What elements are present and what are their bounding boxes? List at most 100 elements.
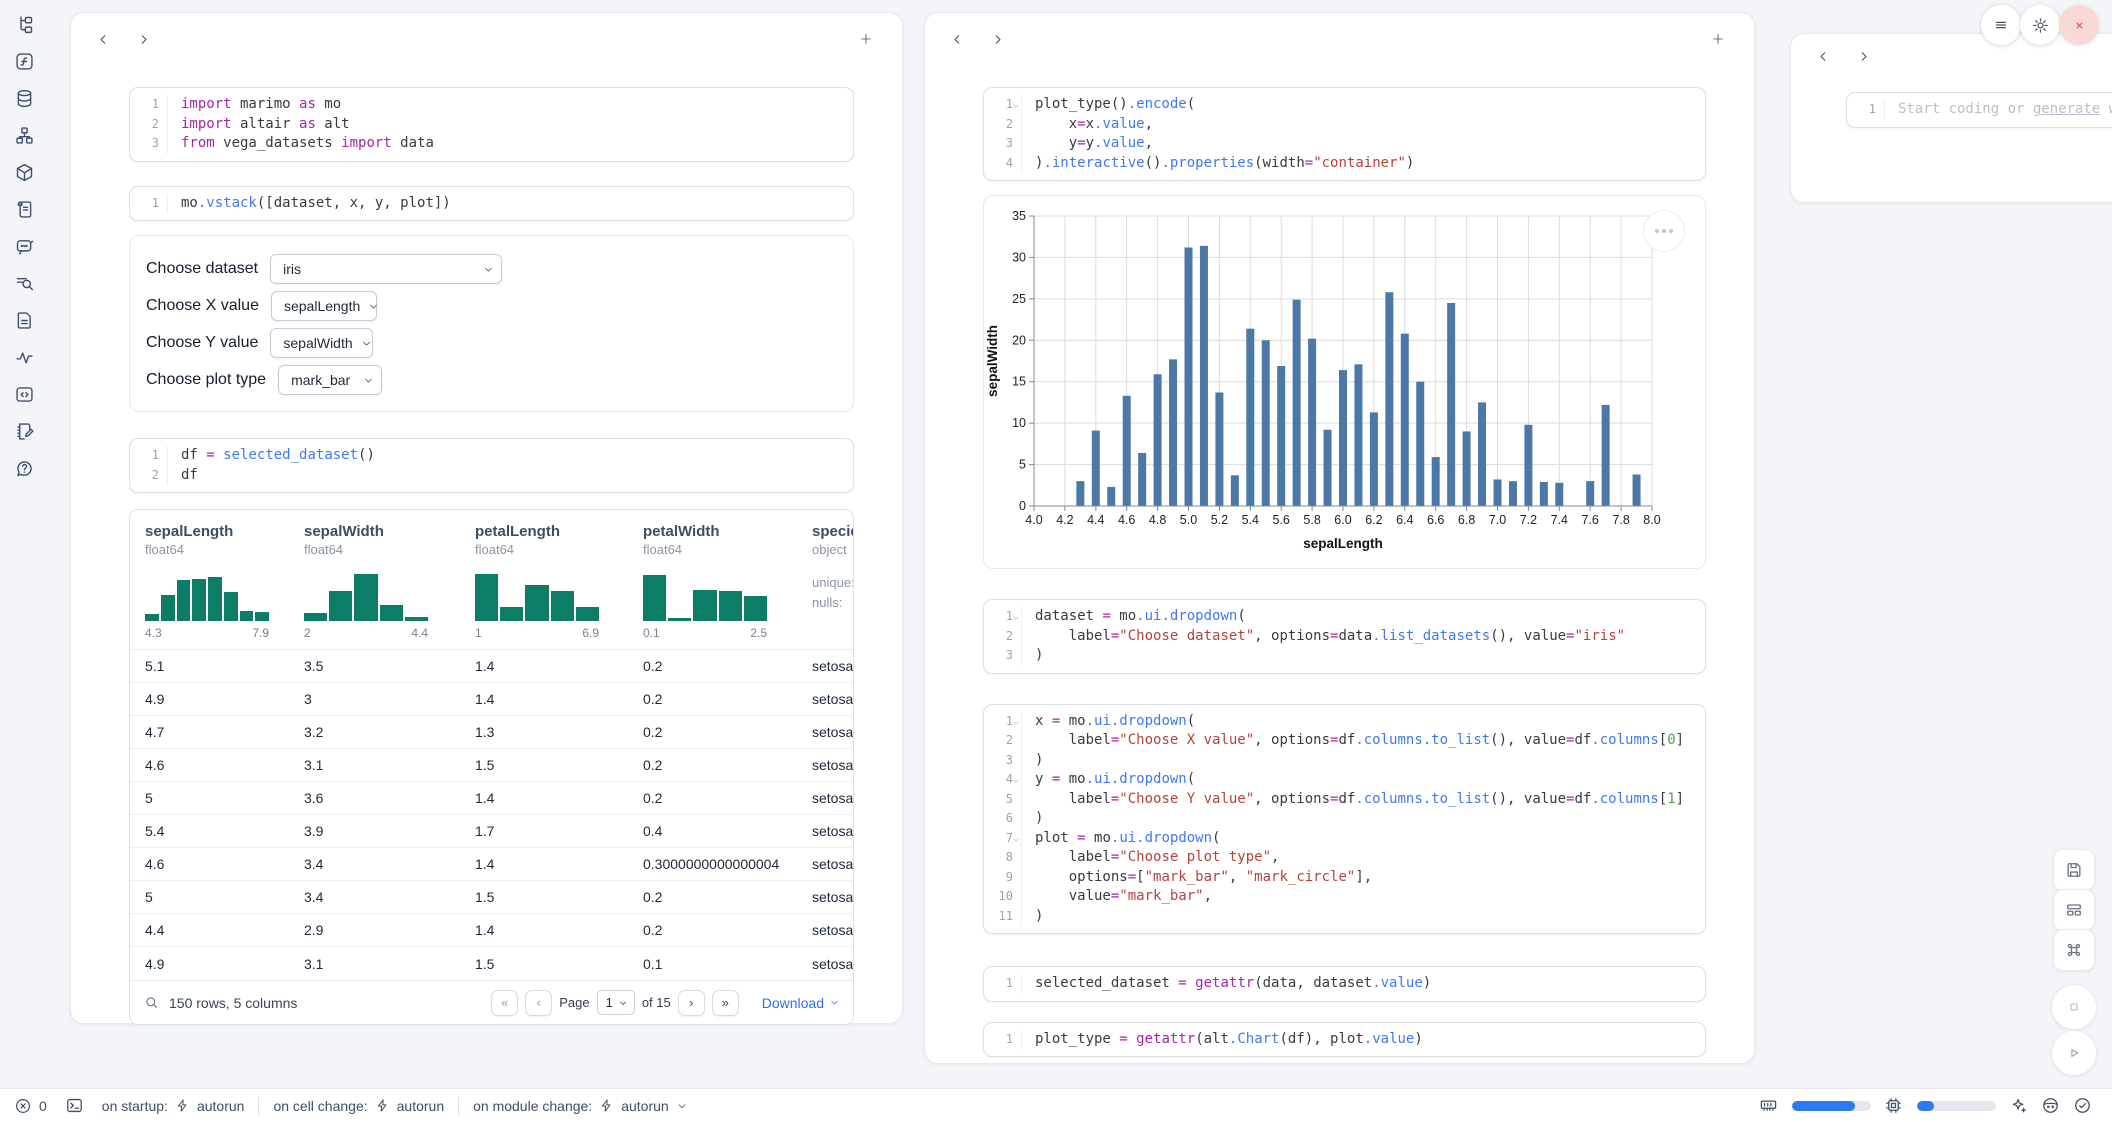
chevron-left-icon[interactable] bbox=[1811, 44, 1835, 68]
save-button[interactable] bbox=[2053, 849, 2095, 891]
code-line: 1 Start coding or generate with AI bbox=[1847, 100, 2112, 120]
code-line: 4 y = mo.ui.dropdown( bbox=[984, 770, 1705, 790]
chevron-right-icon[interactable] bbox=[131, 27, 155, 51]
table-row[interactable]: 5 3.6 1.4 0.2 setosa bbox=[130, 782, 853, 815]
last-page-button[interactable]: » bbox=[711, 989, 739, 1016]
dropdown-choose-y-value[interactable]: sepalWidth bbox=[270, 328, 374, 358]
code-cell-vstack[interactable]: 1 mo.vstack([dataset, x, y, plot]) bbox=[129, 185, 854, 221]
code-cell-selected-dataset[interactable]: 1 selected_dataset = getattr(data, datase… bbox=[983, 966, 1706, 1002]
table-row[interactable]: 4.7 3.2 1.3 0.2 setosa bbox=[130, 716, 853, 749]
runtime-config-1[interactable]: on startup: autorun bbox=[101, 1097, 245, 1114]
svg-text:sepalWidth: sepalWidth bbox=[985, 325, 1000, 397]
table-row[interactable]: 5.4 3.9 1.7 0.4 setosa bbox=[130, 815, 853, 848]
download-button[interactable]: Download bbox=[762, 995, 840, 1011]
table-row[interactable]: 5 3.4 1.5 0.2 setosa bbox=[130, 881, 853, 914]
shutdown-button[interactable] bbox=[2059, 5, 2099, 45]
layout-button[interactable] bbox=[2053, 889, 2095, 931]
collapse-chevron-icon[interactable] bbox=[1012, 777, 1020, 785]
datasources-icon[interactable] bbox=[0, 80, 48, 117]
ai-assist-button[interactable] bbox=[2009, 1096, 2028, 1115]
page-select[interactable]: 1 bbox=[596, 990, 635, 1015]
table-row[interactable]: 4.6 3.4 1.4 0.3000000000000004 setosa bbox=[130, 848, 853, 881]
code-line: 1 plot_type().encode( bbox=[984, 95, 1705, 115]
stop-button[interactable] bbox=[2051, 984, 2097, 1030]
help-icon[interactable] bbox=[0, 450, 48, 487]
column-header-petalWidth[interactable]: petalWidth float64 0.1 2.5 bbox=[643, 523, 768, 640]
dependency-graph-icon[interactable] bbox=[0, 117, 48, 154]
table-cell: setosa bbox=[812, 724, 853, 740]
dropdown-choose-x-value[interactable]: sepalLength bbox=[270, 291, 378, 321]
chevron-right-icon[interactable] bbox=[985, 27, 1009, 51]
helper-functions-icon[interactable] bbox=[0, 43, 48, 80]
table-cell: 3.4 bbox=[304, 856, 324, 872]
keyboard-shortcuts-button[interactable] bbox=[2053, 929, 2095, 971]
lightning-icon bbox=[377, 1099, 387, 1112]
chevron-left-icon[interactable] bbox=[91, 27, 115, 51]
ai-chat-icon[interactable] bbox=[0, 228, 48, 265]
chevron-left-icon[interactable] bbox=[945, 27, 969, 51]
terminal-button[interactable] bbox=[65, 1096, 84, 1115]
table-cell: 3.1 bbox=[304, 757, 324, 773]
collapse-chevron-icon[interactable] bbox=[1012, 102, 1020, 110]
svg-text:30: 30 bbox=[1012, 250, 1026, 264]
svg-text:25: 25 bbox=[1012, 292, 1026, 306]
svg-text:7.0: 7.0 bbox=[1489, 513, 1506, 527]
table-row[interactable]: 5.1 3.5 1.4 0.2 setosa bbox=[130, 650, 853, 683]
tracing-icon[interactable] bbox=[0, 339, 48, 376]
packages-icon[interactable] bbox=[0, 154, 48, 191]
code-text: value="mark_bar", bbox=[1035, 888, 1213, 904]
svg-text:sepalLength: sepalLength bbox=[1303, 536, 1383, 551]
first-page-button[interactable]: « bbox=[491, 989, 519, 1016]
collapse-chevron-icon[interactable] bbox=[1012, 719, 1020, 727]
table-cell: 4.7 bbox=[145, 724, 165, 740]
next-page-button[interactable]: › bbox=[677, 989, 705, 1016]
code-cell-xy-plot-dropdowns[interactable]: 1 x = mo.ui.dropdown(2 label="Choose X va… bbox=[983, 703, 1706, 934]
menu-button[interactable] bbox=[1981, 5, 2021, 45]
collapse-chevron-icon[interactable] bbox=[1012, 614, 1020, 622]
code-text: dataset = mo.ui.dropdown( bbox=[1035, 608, 1246, 624]
line-number: 1 bbox=[1847, 100, 1885, 120]
file-explorer-icon[interactable] bbox=[0, 6, 48, 43]
dropdown-choose-dataset[interactable]: iris bbox=[270, 254, 503, 284]
table-row[interactable]: 4.6 3.1 1.5 0.2 setosa bbox=[130, 749, 853, 782]
settings-button[interactable] bbox=[2020, 5, 2060, 45]
table-row[interactable]: 4.9 3 1.4 0.2 setosa bbox=[130, 683, 853, 716]
chart-menu-icon[interactable] bbox=[1643, 210, 1685, 252]
find-replace-icon[interactable] bbox=[0, 265, 48, 302]
code-text: label="Choose Y value", options=df.colum… bbox=[1035, 790, 1685, 807]
add-cell-icon[interactable] bbox=[854, 27, 878, 51]
code-cell-imports[interactable]: 1 import marimo as mo 2 import altair as al… bbox=[129, 87, 854, 162]
code-cell-df[interactable]: 1 df = selected_dataset() 2 df bbox=[129, 438, 854, 493]
table-row[interactable]: 4.4 2.9 1.4 0.2 setosa bbox=[130, 914, 853, 947]
column-header-species[interactable]: speciesobjectunique:nulls: bbox=[812, 523, 853, 610]
code-cell-plot-type[interactable]: 1 plot_type = getattr(alt.Chart(df), plot… bbox=[983, 1021, 1706, 1057]
add-cell-icon[interactable] bbox=[1706, 27, 1730, 51]
column-header-sepalWidth[interactable]: sepalWidth float64 2 4.4 bbox=[304, 523, 429, 640]
run-button[interactable] bbox=[2051, 1030, 2097, 1076]
dropdown-choose-plot-type[interactable]: mark_bar bbox=[278, 365, 383, 395]
new-cell-editor[interactable]: 1 Start coding or generate with AI bbox=[1846, 92, 2112, 128]
copilot-button[interactable] bbox=[2041, 1096, 2060, 1115]
chevron-right-icon[interactable] bbox=[1851, 44, 1875, 68]
column-header-petalLength[interactable]: petalLength float64 1 6.9 bbox=[475, 523, 600, 640]
prev-page-button[interactable]: ‹ bbox=[525, 989, 553, 1016]
collapse-chevron-icon[interactable] bbox=[1012, 836, 1020, 844]
logs-icon[interactable] bbox=[0, 191, 48, 228]
altair-bar-chart[interactable]: 4.0 4.2 4.4 4.6 4.8 5.0 5.2 5.4 5.6 5.8 6.0 6.2 6.4 6… bbox=[984, 202, 1706, 562]
memory-usage[interactable] bbox=[1759, 1096, 1871, 1115]
runtime-config-2[interactable]: on cell change: autorun bbox=[273, 1097, 445, 1114]
code-line: 3) bbox=[984, 750, 1705, 770]
column-header-sepalLength[interactable]: sepalLength float64 4.3 7.9 bbox=[145, 523, 269, 640]
documentation-icon[interactable] bbox=[0, 302, 48, 339]
search-icon[interactable] bbox=[143, 994, 160, 1011]
cpu-usage[interactable] bbox=[1884, 1096, 1996, 1115]
svg-text:7.8: 7.8 bbox=[1612, 513, 1629, 527]
table-row[interactable]: 4.9 3.1 1.5 0.1 setosa bbox=[130, 947, 853, 980]
connection-status-button[interactable] bbox=[2073, 1096, 2092, 1115]
code-cell-dataset-dropdown[interactable]: 1 dataset = mo.ui.dropdown(2 label="Choos… bbox=[983, 599, 1706, 674]
error-count[interactable]: 0 bbox=[14, 1097, 47, 1115]
snippets-icon[interactable] bbox=[0, 376, 48, 413]
scratchpad-icon[interactable] bbox=[0, 413, 48, 450]
code-cell-encode[interactable]: 1 plot_type().encode(2 x=x.value, 3 y=y.va… bbox=[983, 87, 1706, 181]
runtime-config-3[interactable]: on module change: autorun bbox=[473, 1098, 688, 1114]
